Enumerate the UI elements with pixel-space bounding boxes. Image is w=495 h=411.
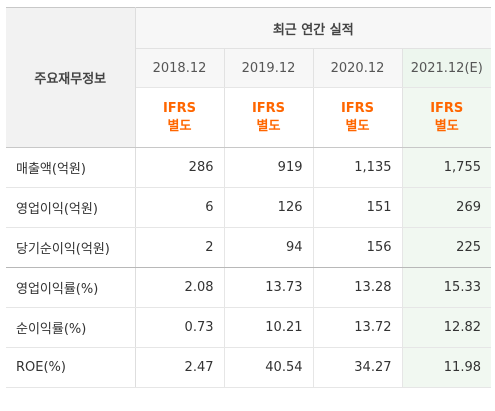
- year-header: 2019.12: [224, 48, 314, 88]
- year-header: 2020.12: [313, 48, 403, 88]
- standard-line1: IFRS: [251, 100, 286, 116]
- row-header-label: 주요재무정보: [6, 7, 136, 148]
- standard-line2: 별도: [167, 118, 192, 134]
- cell-value: 2.08: [135, 267, 225, 308]
- year-header: 2018.12: [135, 48, 225, 88]
- row-label: 영업이익(억원): [6, 187, 136, 228]
- cell-value: 10.21: [224, 307, 314, 348]
- standard-line1: IFRS: [162, 100, 197, 116]
- table-row: 당기순이익(억원) 2 94 156 225: [6, 227, 491, 268]
- cell-value: 225: [402, 227, 491, 268]
- table-row: 영업이익(억원) 6 126 151 269: [6, 187, 491, 228]
- cell-value: 0.73: [135, 307, 225, 348]
- annual-results-title: 최근 연간 실적: [135, 7, 491, 49]
- cell-value: 12.82: [402, 307, 491, 348]
- accounting-standard: IFRS 별도: [313, 87, 403, 148]
- year-header-estimate: 2021.12(E): [402, 48, 491, 88]
- standard-line2: 별도: [434, 118, 459, 134]
- cell-value: 15.33: [402, 267, 491, 308]
- row-label: 순이익률(%): [6, 307, 136, 348]
- cell-value: 34.27: [313, 347, 403, 388]
- financial-table: 주요재무정보 최근 연간 실적 2018.12 2019.12 2020.12 …: [6, 7, 491, 388]
- cell-value: 126: [224, 187, 314, 228]
- row-label: ROE(%): [6, 347, 136, 388]
- table-row: 영업이익률(%) 2.08 13.73 13.28 15.33: [6, 267, 491, 308]
- cell-value: 1,135: [313, 147, 403, 188]
- cell-value: 919: [224, 147, 314, 188]
- accounting-standard: IFRS 별도: [224, 87, 314, 148]
- row-label: 영업이익률(%): [6, 267, 136, 308]
- cell-value: 6: [135, 187, 225, 228]
- table-row: 순이익률(%) 0.73 10.21 13.72 12.82: [6, 307, 491, 348]
- row-label: 매출액(억원): [6, 147, 136, 188]
- accounting-standard: IFRS 별도: [135, 87, 225, 148]
- cell-value: 13.28: [313, 267, 403, 308]
- table-row: ROE(%) 2.47 40.54 34.27 11.98: [6, 347, 491, 388]
- cell-value: 151: [313, 187, 403, 228]
- cell-value: 13.73: [224, 267, 314, 308]
- cell-value: 269: [402, 187, 491, 228]
- row-label: 당기순이익(억원): [6, 227, 136, 268]
- standard-line2: 별도: [345, 118, 370, 134]
- cell-value: 1,755: [402, 147, 491, 188]
- cell-value: 40.54: [224, 347, 314, 388]
- standard-line1: IFRS: [430, 100, 464, 116]
- cell-value: 94: [224, 227, 314, 268]
- cell-value: 11.98: [402, 347, 491, 388]
- standard-line2: 별도: [256, 118, 281, 134]
- cell-value: 2: [135, 227, 225, 268]
- cell-value: 2.47: [135, 347, 225, 388]
- cell-value: 13.72: [313, 307, 403, 348]
- standard-line1: IFRS: [340, 100, 375, 116]
- cell-value: 156: [313, 227, 403, 268]
- table-row: 매출액(억원) 286 919 1,135 1,755: [6, 147, 491, 188]
- cell-value: 286: [135, 147, 225, 188]
- accounting-standard: IFRS 별도: [402, 87, 491, 148]
